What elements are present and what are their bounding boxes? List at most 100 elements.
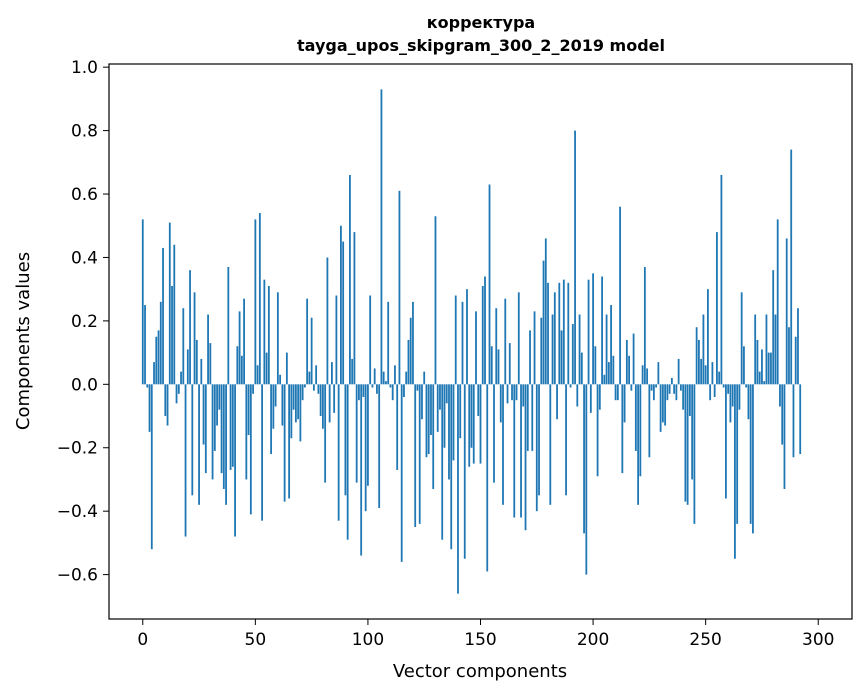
bar <box>358 384 360 401</box>
bar <box>736 384 739 524</box>
bar <box>427 384 430 455</box>
bar <box>283 384 286 502</box>
bar <box>225 384 227 505</box>
y-tick-label: 0.8 <box>71 122 98 142</box>
bar <box>164 384 167 417</box>
bar <box>515 384 518 401</box>
bar <box>652 384 655 401</box>
y-tick-label: −0.2 <box>57 439 98 459</box>
bar <box>668 384 671 394</box>
bar <box>779 384 781 407</box>
bar <box>614 384 617 401</box>
bar <box>709 384 712 401</box>
x-tick-label: 150 <box>464 630 496 650</box>
bar <box>195 339 198 385</box>
bar <box>475 311 477 385</box>
x-tick-label: 200 <box>577 630 609 650</box>
bar <box>448 384 450 480</box>
y-axis-ticks: −0.6 −0.4 −0.2 0.0 0.2 0.4 0.6 0.8 1.0 <box>57 58 109 586</box>
bar <box>747 384 750 420</box>
bar <box>639 384 642 477</box>
bar <box>479 384 482 464</box>
bar <box>486 384 489 572</box>
bar <box>646 368 649 385</box>
bar <box>267 286 270 385</box>
bar <box>607 362 610 385</box>
bar <box>574 130 576 385</box>
bar <box>258 213 261 385</box>
y-axis-label: Components values <box>13 252 34 430</box>
bar <box>272 384 275 429</box>
x-axis-ticks: 0 50 100 150 200 250 300 <box>137 619 834 650</box>
bar <box>641 365 644 385</box>
bar <box>513 384 516 518</box>
bar <box>301 384 304 401</box>
bar <box>146 384 149 388</box>
bar <box>344 384 347 496</box>
bar <box>155 336 158 385</box>
bar <box>551 314 554 385</box>
y-tick-label: 0.4 <box>71 248 98 268</box>
bar <box>585 384 588 575</box>
bar <box>191 384 194 496</box>
bar <box>740 292 743 385</box>
bar <box>565 384 567 496</box>
bar <box>700 358 703 385</box>
bar <box>657 362 660 385</box>
x-tick-label: 100 <box>352 630 384 650</box>
bar <box>756 339 759 385</box>
bar <box>380 89 383 385</box>
bar <box>767 352 770 385</box>
bar <box>605 314 608 385</box>
bar <box>538 384 540 496</box>
bar <box>743 346 745 385</box>
bar <box>691 384 694 480</box>
bar <box>162 247 164 385</box>
bar <box>529 330 531 385</box>
bar <box>634 384 637 451</box>
bar <box>558 282 561 385</box>
bar <box>488 184 491 385</box>
bar <box>389 384 392 388</box>
bar <box>445 384 448 404</box>
bar <box>157 330 160 385</box>
bar <box>601 276 603 385</box>
y-tick-label: −0.6 <box>57 566 98 586</box>
bar <box>394 365 396 385</box>
bar <box>387 301 390 385</box>
bar <box>459 384 462 439</box>
bar <box>349 175 351 385</box>
bar <box>209 343 212 385</box>
bar <box>229 384 232 470</box>
bar <box>675 384 678 401</box>
bar <box>213 384 216 451</box>
bar <box>765 314 768 385</box>
bar <box>227 266 230 385</box>
bar <box>189 270 191 385</box>
bar <box>785 238 788 385</box>
bar <box>794 336 797 385</box>
bar <box>499 384 502 423</box>
bar <box>294 384 297 423</box>
bar <box>562 279 565 385</box>
bar <box>382 371 385 385</box>
bar <box>416 384 419 391</box>
bar <box>466 289 468 385</box>
bar <box>400 384 403 562</box>
bar <box>688 384 691 417</box>
plot-frame <box>108 63 853 620</box>
bar <box>403 384 405 397</box>
y-tick-label: 1.0 <box>71 58 98 78</box>
bar <box>220 384 223 474</box>
bar <box>222 384 225 489</box>
bar <box>297 384 300 420</box>
bar <box>625 339 628 385</box>
bar <box>673 384 676 394</box>
bar <box>249 384 252 515</box>
chart-title: корректура <box>427 13 535 32</box>
bar <box>610 305 612 385</box>
bar <box>252 384 254 394</box>
bar <box>378 384 381 508</box>
bar <box>200 358 203 385</box>
bar <box>276 292 279 385</box>
